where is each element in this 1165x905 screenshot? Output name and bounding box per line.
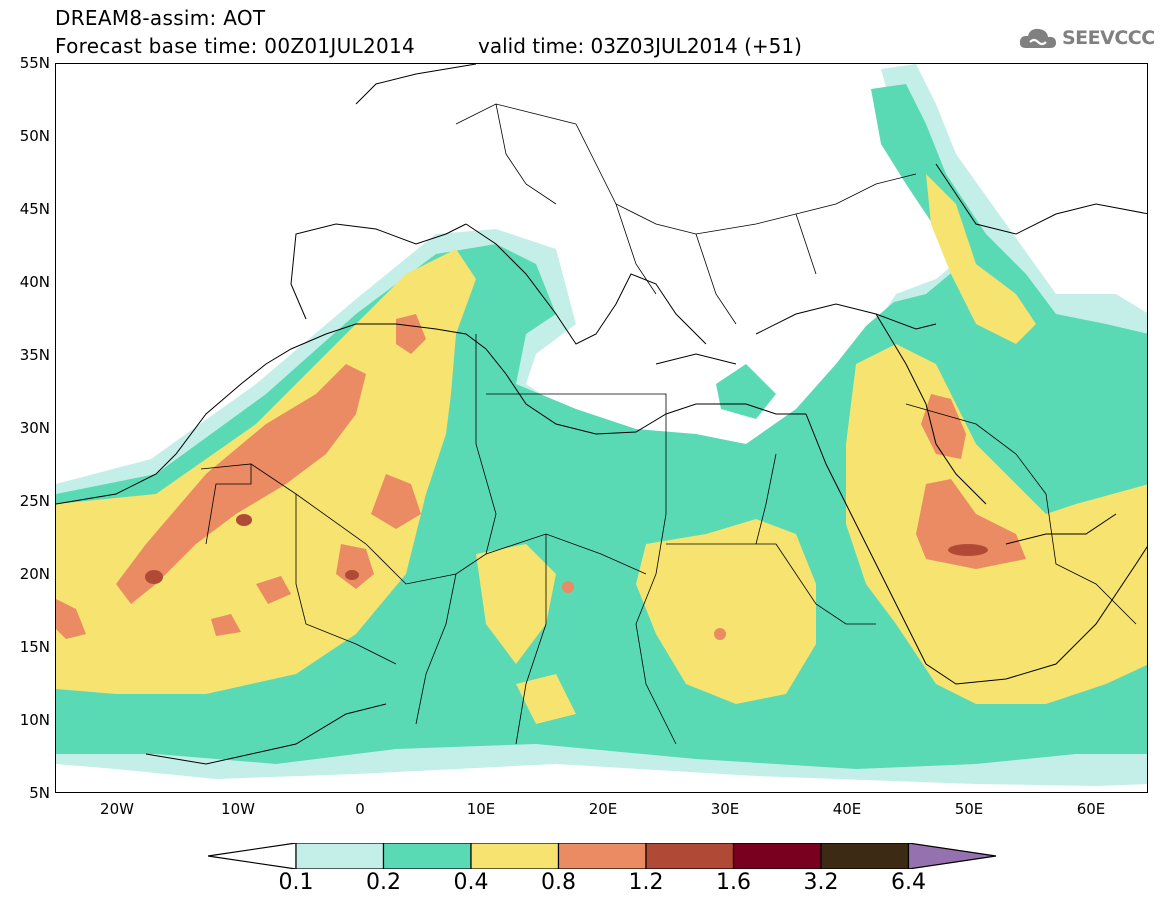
lon-label-0: 0 (355, 800, 365, 818)
colorbar-segment-0-2 (382, 843, 472, 869)
lon-label-10e: 10E (466, 800, 496, 818)
colorbar-segment-1-6 (732, 843, 822, 869)
colorbar-label-0-4: 0.4 (453, 870, 489, 895)
aot-contour-1-2 (145, 514, 988, 584)
lat-label-35n: 35N (19, 346, 50, 364)
lat-label-50n: 50N (19, 127, 50, 145)
colorbar (208, 843, 997, 869)
lat-label-55n: 55N (19, 54, 50, 72)
colorbar-label-1-2: 1.2 (628, 870, 664, 895)
coastlines (56, 64, 1147, 765)
lat-label-5n: 5N (29, 784, 50, 802)
colorbar-label-6-4: 6.4 (891, 870, 926, 895)
colorbar-label-1-6: 1.6 (716, 870, 751, 895)
colorbar-label-0-8: 0.8 (541, 870, 576, 895)
colorbar-segment-0-1 (295, 843, 385, 869)
lon-label-10w: 10W (221, 800, 255, 818)
colorbar-segment-below (208, 843, 297, 869)
colorbar-label-0-1: 0.1 (278, 870, 314, 895)
lon-label-20w: 20W (100, 800, 134, 818)
colorbar-segment-0-8 (557, 843, 647, 869)
lat-label-45n: 45N (19, 200, 50, 218)
lat-label-15n: 15N (19, 638, 50, 656)
forecast-base-time: Forecast base time: 00Z01JUL2014 (55, 34, 416, 58)
colorbar-segment-3-2 (820, 843, 910, 869)
lat-label-25n: 25N (19, 492, 50, 510)
cloud-icon (1019, 28, 1056, 48)
lat-label-30n: 30N (19, 419, 50, 437)
map-title: DREAM8-assim: AOT (55, 6, 266, 30)
colorbar-label-0-2: 0.2 (366, 870, 401, 895)
aot-map (55, 63, 1148, 793)
seevccc-logo: SEEVCCC (1018, 24, 1155, 52)
lon-label-20e: 20E (588, 800, 618, 818)
lon-label-40e: 40E (832, 800, 862, 818)
lon-label-50e: 50E (954, 800, 984, 818)
lat-label-20n: 20N (19, 565, 50, 583)
logo-text: SEEVCCC (1062, 27, 1155, 49)
lat-label-40n: 40N (19, 273, 50, 291)
lon-label-60e: 60E (1076, 800, 1106, 818)
aot-map-canvas (56, 64, 1147, 786)
colorbar-segment-0-4 (470, 843, 560, 869)
colorbar-segment-above (907, 843, 997, 869)
colorbar-segment-1-2 (645, 843, 735, 869)
country-borders (200, 103, 1137, 745)
colorbar-label-3-2: 3.2 (803, 870, 839, 895)
lon-label-30e: 30E (710, 800, 740, 818)
lat-label-10n: 10N (19, 711, 50, 729)
valid-time: valid time: 03Z03JUL2014 (+51) (478, 34, 802, 58)
